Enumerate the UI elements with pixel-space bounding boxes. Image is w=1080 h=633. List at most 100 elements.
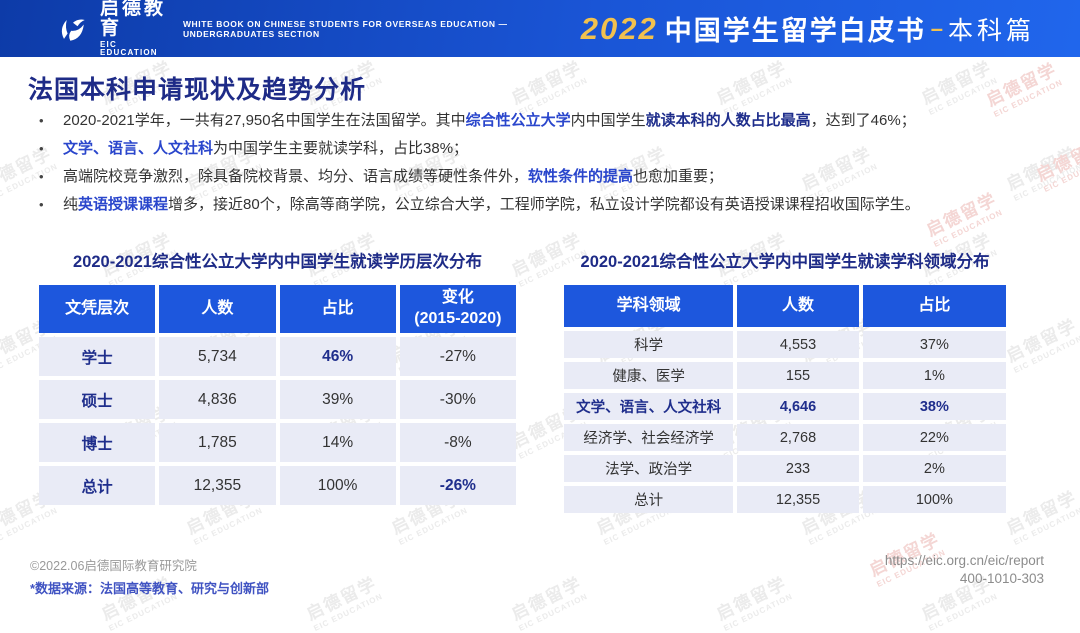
bullet-segment: 为中国学生主要就读学科，占比38%； (213, 140, 469, 157)
table-cell: 5,734 (159, 337, 276, 376)
data-source-note: *数据来源：法国高等教育、研究与创新部 (30, 581, 270, 596)
eic-logo-icon (55, 11, 91, 47)
table-cell: 155 (737, 362, 859, 389)
bullet-item-3: 高端院校竞争激烈，除具备院校背景、均分、语言成绩等硬性条件外，软性条件的提高也愈… (30, 164, 970, 190)
table-row: 总计 12,355 100% (564, 486, 1006, 513)
subject-field-table-title: 2020-2021综合性公立大学内中国学生就读学科领域分布 (580, 253, 990, 271)
table-cell: 37% (862, 331, 1006, 358)
table-cell: 4,836 (159, 380, 276, 419)
table-header-cell: 变化 (2015-2020) (399, 285, 516, 333)
table-cell: 14% (279, 423, 396, 462)
bullet-item-1: 2020-2021学年，一共有27,950名中国学生在法国留学。其中综合性公立大… (30, 108, 970, 134)
bullet-segment: 文学、语言、人文社科 (63, 140, 214, 157)
bullet-segment: 纯 (63, 196, 79, 213)
bullet-segment: 就读本科的人数占比最高 (645, 112, 811, 129)
table-cell: 22% (862, 424, 1006, 451)
table-row: 总计 12,355 100% -26% (39, 466, 516, 505)
table-header-cell: 人数 (737, 285, 859, 327)
table-cell: 2% (862, 455, 1006, 482)
bullet-segment: 内中国学生 (570, 112, 646, 129)
table-row: 文学、语言、人文社科 4,646 38% (564, 393, 1006, 420)
table-row: 健康、医学 155 1% (564, 362, 1006, 389)
header-band: 启德教育 EIC EDUCATION WHITE BOOK ON CHINESE… (0, 0, 1080, 57)
bullet-item-2: 文学、语言、人文社科为中国学生主要就读学科，占比38%； (30, 136, 970, 162)
table-cell: 4,646 (737, 393, 859, 420)
table-cell: 硕士 (39, 380, 156, 419)
table-header-cell: 人数 (159, 285, 276, 333)
page-title: 法国本科申请现状及趋势分析 (28, 76, 367, 104)
table-cell: -30% (399, 380, 516, 419)
degree-level-table-title: 2020-2021综合性公立大学内中国学生就读学历层次分布 (73, 253, 482, 271)
table-cell: -27% (399, 337, 516, 376)
bullet-segment: 2020-2021学年，一共有27,950名中国学生在法国留学。其中 (63, 112, 466, 129)
table-cell: 总计 (564, 486, 734, 513)
bullet-segment: 英语授课课程 (78, 196, 169, 213)
table-cell: 2,768 (737, 424, 859, 451)
table-cell: 100% (279, 466, 396, 505)
bullet-item-4: 纯英语授课课程增多，接近80个，除高等商学院，公立综合大学，工程师学院，私立设计… (30, 192, 970, 218)
table-cell: 39% (279, 380, 396, 419)
header-title: 2022 中国学生留学白皮书 – 本科篇 (581, 9, 1035, 48)
table-row: 博士 1,785 14% -8% (39, 423, 516, 462)
table-cell: 1,785 (159, 423, 276, 462)
bullet-segment: ，达到了46%； (810, 112, 916, 129)
table-header-cell: 占比 (862, 285, 1006, 327)
bullet-segment: 软性条件的提高 (528, 168, 634, 185)
table-header-row: 文凭层次 人数 占比 变化 (2015-2020) (39, 285, 516, 333)
bullet-list: 2020-2021学年，一共有27,950名中国学生在法国留学。其中综合性公立大… (30, 108, 970, 220)
table-header-cell: 学科领域 (564, 285, 734, 327)
table-cell: 总计 (39, 466, 156, 505)
subject-field-table-section: 2020-2021综合性公立大学内中国学生就读学科领域分布 学科领域 人数 占比 科… (560, 248, 1010, 517)
table-header-cell: 占比 (279, 285, 396, 333)
table-header-cell: 文凭层次 (39, 285, 156, 333)
contact-block: https://eic.org.cn/eic/report 400-1010-3… (885, 552, 1044, 588)
table-header-row: 学科领域 人数 占比 (564, 285, 1006, 327)
table-cell: -26% (399, 466, 516, 505)
table-cell: 38% (862, 393, 1006, 420)
header-dash: – (930, 15, 943, 41)
table-cell: 法学、政治学 (564, 455, 734, 482)
table-cell: 100% (862, 486, 1006, 513)
copyright-text: ©2022.06启德国际教育研究院 (30, 559, 197, 573)
header-title-cn: 中国学生留学白皮书 (664, 16, 926, 46)
table-cell: 12,355 (737, 486, 859, 513)
logo-text-cn: 启德教育 (100, 0, 167, 40)
subject-field-table: 学科领域 人数 占比 科学 4,553 37% 健康、医学 155 1% 文学、语言、人文社科 4… (560, 281, 1010, 517)
bullet-segment: 也愈加重要； (633, 168, 724, 185)
header-year: 2022 (580, 10, 658, 46)
table-cell: 4,553 (737, 331, 859, 358)
table-cell: -8% (399, 423, 516, 462)
table-row: 硕士 4,836 39% -30% (39, 380, 516, 419)
table-cell: 233 (737, 455, 859, 482)
table-row: 法学、政治学 233 2% (564, 455, 1006, 482)
table-cell: 文学、语言、人文社科 (564, 393, 734, 420)
degree-level-table: 文凭层次 人数 占比 变化 (2015-2020) 学士 5,734 46% -27% 硕士 4,… (35, 281, 520, 509)
table-cell: 46% (279, 337, 396, 376)
table-row: 经济学、社会经济学 2,768 22% (564, 424, 1006, 451)
header-subtitle: WHITE BOOK ON CHINESE STUDENTS FOR OVERS… (182, 18, 508, 39)
table-row: 学士 5,734 46% -27% (39, 337, 516, 376)
header-edition: 本科篇 (947, 16, 1035, 45)
bullet-segment: 高端院校竞争激烈，除具备院校背景、均分、语言成绩等硬性条件外， (63, 168, 529, 185)
report-url: https://eic.org.cn/eic/report (884, 553, 1044, 568)
table-cell: 12,355 (159, 466, 276, 505)
table-cell: 学士 (39, 337, 156, 376)
table-cell: 1% (862, 362, 1006, 389)
table-cell: 科学 (564, 331, 734, 358)
table-row: 科学 4,553 37% (564, 331, 1006, 358)
bullet-segment: 综合性公立大学 (465, 112, 571, 129)
logo-text-en: EIC EDUCATION (100, 40, 158, 58)
table-cell: 经济学、社会经济学 (564, 424, 734, 451)
degree-level-table-section: 2020-2021综合性公立大学内中国学生就读学历层次分布 文凭层次 人数 占比 变化… (35, 248, 520, 509)
hotline-number: 400-1010-303 (959, 571, 1044, 586)
bullet-segment: 增多，接近80个，除高等商学院，公立综合大学，工程师学院，私立设计学院都设有英语… (168, 196, 920, 213)
table-cell: 博士 (39, 423, 156, 462)
